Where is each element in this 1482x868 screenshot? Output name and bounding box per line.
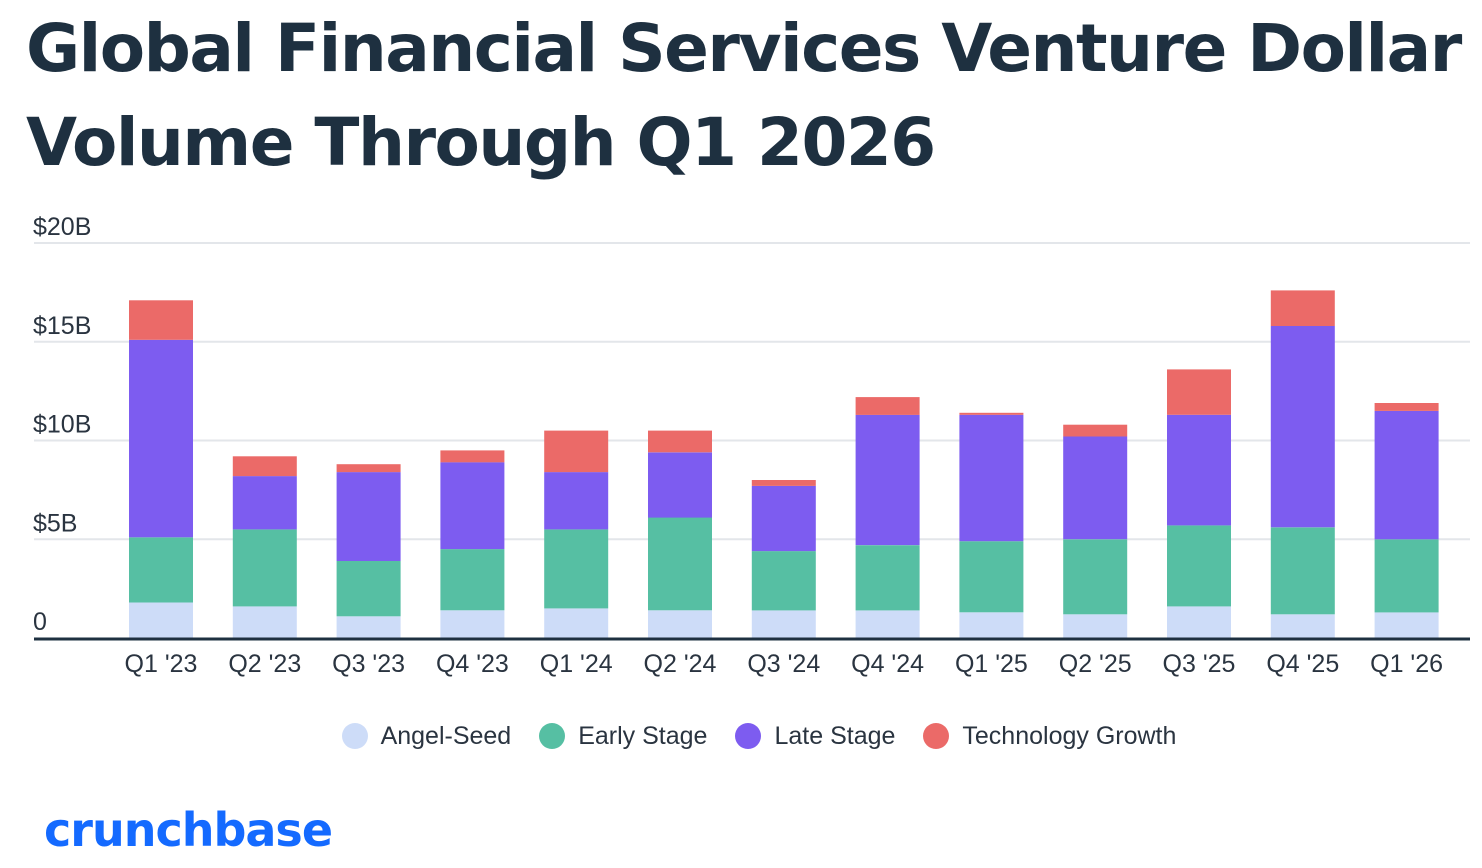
crunchbase-logo: crunchbase <box>44 803 333 857</box>
bar-segment <box>855 397 920 415</box>
legend-label: Late Stage <box>774 721 896 750</box>
x-tick-label: Q1 '24 <box>540 650 613 678</box>
bar-segment <box>1167 606 1231 638</box>
chart-title: Global Financial Services Venture Dollar… <box>26 10 1462 181</box>
x-tick-label: Q4 '23 <box>436 650 509 678</box>
bar-segment <box>440 450 505 463</box>
bar-segment <box>751 551 816 611</box>
bar-segment <box>336 616 401 638</box>
bar-segment <box>648 610 712 638</box>
bar-segment <box>959 412 1024 415</box>
bar-segment <box>1270 614 1335 638</box>
bar-segment <box>855 610 920 638</box>
bar-segment <box>1270 325 1335 528</box>
bar-segment <box>1063 539 1128 615</box>
bar-segment <box>336 472 401 561</box>
bar-segment <box>855 414 920 546</box>
bar-segment <box>751 610 816 638</box>
bar-segment <box>1167 369 1231 415</box>
bar-segment <box>1374 612 1439 638</box>
bar-segment <box>959 541 1024 613</box>
bar-segment <box>648 517 712 611</box>
x-tick-label: Q1 '26 <box>1370 650 1443 678</box>
bar-segment <box>959 612 1024 638</box>
x-tick-label: Q2 '24 <box>644 650 717 678</box>
x-tick-label: Q3 '25 <box>1163 650 1236 678</box>
legend-swatch-icon <box>341 723 368 749</box>
bar-segment <box>1374 403 1439 411</box>
bar-segment <box>1063 424 1128 437</box>
bar-segment <box>1063 614 1128 638</box>
bar-segment <box>751 485 816 552</box>
legend-swatch-icon <box>735 723 762 749</box>
x-tick-label: Q2 '25 <box>1059 650 1132 678</box>
x-tick-label: Q3 '24 <box>747 650 820 678</box>
legend-label: Angel-Seed <box>380 721 512 750</box>
legend-item: Early Stage <box>539 722 707 751</box>
bar-segment <box>1270 527 1335 615</box>
chart-legend: Angel-Seed Early Stage Late Stage Technolog… <box>0 716 1482 756</box>
y-tick-label: 0 <box>33 608 47 636</box>
bar-segment <box>648 430 712 453</box>
legend-swatch-icon <box>923 723 950 749</box>
bar-segment <box>232 476 297 530</box>
bar-segment <box>440 610 505 638</box>
legend-item: Late Stage <box>735 722 895 751</box>
bar-segment <box>232 606 297 638</box>
y-tick-label: $5B <box>33 509 77 537</box>
bar-segment <box>1167 414 1231 526</box>
y-tick-label: $20B <box>33 213 91 241</box>
bar-segment <box>336 464 401 473</box>
bar-segment <box>129 537 193 603</box>
bar-segment <box>1374 539 1439 613</box>
bar-segment <box>1374 410 1439 540</box>
bar-segment <box>544 430 609 473</box>
y-axis-ticks: 0 $5B $10B $15B $20B <box>33 213 91 636</box>
bar-segment <box>959 414 1024 542</box>
bar-segment <box>544 472 609 530</box>
stacked-bar-chart: 0 $5B $10B $15B $20B Q1 '23 Q2 '23 Q3 '23 Q4 '2… <box>33 213 1470 678</box>
bar-segment <box>1167 525 1231 607</box>
bar-segment <box>440 462 505 550</box>
x-tick-label: Q1 '25 <box>955 650 1028 678</box>
bar-segment <box>544 608 609 638</box>
bar-segment <box>336 561 401 617</box>
bar-segment <box>232 456 297 477</box>
x-tick-label: Q4 '24 <box>851 650 924 678</box>
bar-segment <box>232 529 297 607</box>
bar-segment <box>648 452 712 518</box>
legend-label: Technology Growth <box>962 721 1177 750</box>
bar-segment <box>1063 436 1128 540</box>
bar-segment <box>544 529 609 609</box>
x-tick-label: Q3 '23 <box>332 650 405 678</box>
bar-segment <box>129 602 193 638</box>
bar-segment <box>129 300 193 340</box>
legend-label: Early Stage <box>578 721 708 750</box>
bar-segment <box>855 545 920 611</box>
y-tick-label: $10B <box>33 411 91 439</box>
legend-item: Technology Growth <box>923 722 1176 751</box>
bar-segment <box>1270 290 1335 326</box>
x-tick-label: Q1 '23 <box>125 650 198 678</box>
x-axis-ticks: Q1 '23 Q2 '23 Q3 '23 Q4 '23 Q1 '24 Q2 '24 Q3 '… <box>125 650 1443 678</box>
bar-segment <box>751 480 816 486</box>
x-tick-label: Q2 '23 <box>228 650 301 678</box>
bars <box>129 290 1439 638</box>
y-tick-label: $15B <box>33 312 91 340</box>
legend-swatch-icon <box>539 723 566 749</box>
bar-segment <box>440 549 505 611</box>
bar-segment <box>129 339 193 538</box>
legend-item: Angel-Seed <box>341 721 512 751</box>
x-tick-label: Q4 '25 <box>1266 650 1339 678</box>
